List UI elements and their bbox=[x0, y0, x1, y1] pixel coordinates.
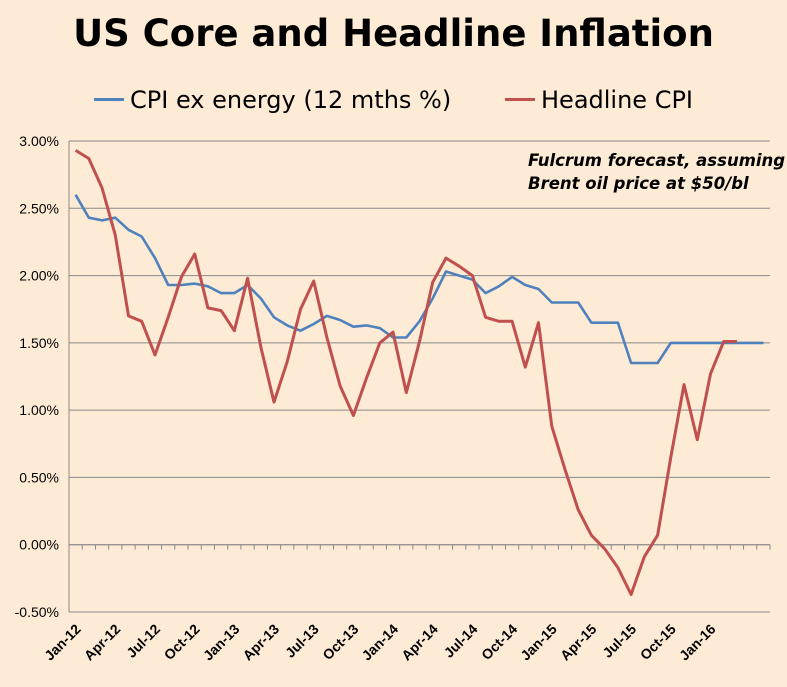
y-tick-label: 2.50% bbox=[19, 200, 59, 216]
x-tick-label: Jan-12 bbox=[41, 621, 84, 664]
x-tick-label: Jul-12 bbox=[123, 621, 163, 661]
y-tick-label: 0.00% bbox=[19, 537, 59, 553]
legend-swatch-core bbox=[94, 98, 124, 101]
x-tick-label: Apr-13 bbox=[239, 621, 282, 664]
x-tick-label: Jul-13 bbox=[282, 621, 322, 661]
y-tick-label: -0.50% bbox=[15, 604, 59, 620]
x-tick-label: Jan-14 bbox=[358, 621, 401, 664]
x-tick-label: Oct-13 bbox=[319, 621, 361, 663]
y-tick-label: 3.00% bbox=[19, 133, 59, 149]
legend-label-headline: Headline CPI bbox=[541, 86, 694, 114]
y-tick-label: 2.00% bbox=[19, 268, 59, 284]
x-tick-label: Jul-14 bbox=[441, 621, 481, 661]
series-line-core-cpi bbox=[74, 194, 764, 365]
legend: CPI ex energy (12 mths %) Headline CPI bbox=[0, 86, 787, 118]
x-tick-label: Apr-14 bbox=[398, 621, 441, 664]
x-tick-label: Apr-12 bbox=[81, 621, 124, 664]
annotation-line-1: Fulcrum forecast, assuming bbox=[528, 151, 786, 170]
x-tick-label: Jul-15 bbox=[599, 621, 639, 661]
y-tick-label: 1.50% bbox=[19, 335, 59, 351]
x-tick-label: Oct-14 bbox=[478, 621, 520, 663]
x-tick-label: Apr-15 bbox=[557, 621, 600, 664]
x-tick-label: Jan-15 bbox=[517, 621, 560, 664]
y-tick-label: 1.00% bbox=[19, 402, 59, 418]
x-tick-label: Oct-15 bbox=[637, 621, 679, 663]
chart-title: US Core and Headline Inflation bbox=[73, 12, 714, 55]
forecast-annotation: Fulcrum forecast, assuming Brent oil pri… bbox=[528, 149, 785, 195]
legend-swatch-headline bbox=[505, 98, 535, 101]
x-tick-label: Jan-16 bbox=[676, 621, 719, 664]
x-tick-label: Oct-12 bbox=[161, 621, 203, 663]
x-tick-label: Jan-13 bbox=[200, 621, 243, 664]
legend-label-core: CPI ex energy (12 mths %) bbox=[130, 86, 452, 114]
annotation-line-2: Brent oil price at $50/bl bbox=[528, 174, 749, 193]
y-tick-label: 0.50% bbox=[19, 469, 59, 485]
series-line-headline-cpi bbox=[74, 149, 737, 596]
